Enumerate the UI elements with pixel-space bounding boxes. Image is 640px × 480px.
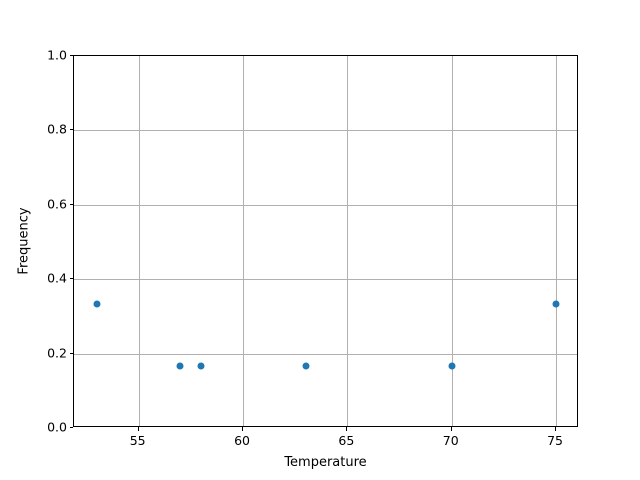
y-tick-mark (69, 352, 73, 354)
y-tick-label: 0.6 (47, 196, 67, 212)
x-tick-mark (137, 427, 139, 431)
x-tick-mark (555, 427, 557, 431)
x-tick-label: 75 (547, 433, 563, 448)
gridline-horizontal (74, 204, 577, 206)
scatter-point (448, 362, 456, 370)
scatter-point (197, 362, 205, 370)
gridline-horizontal (74, 353, 577, 355)
y-tick-mark (69, 55, 73, 56)
y-tick-label: 0.2 (47, 345, 67, 361)
y-tick-mark (69, 427, 73, 428)
gridline-vertical (138, 56, 140, 426)
x-tick-label: 60 (234, 433, 250, 448)
x-tick-mark (450, 427, 452, 431)
gridline-horizontal (74, 130, 577, 132)
y-tick-mark (69, 129, 73, 131)
scatter-point (93, 300, 101, 308)
x-tick-label: 70 (442, 433, 459, 448)
y-tick-mark (69, 203, 73, 205)
y-tick-label: 0.4 (47, 270, 67, 286)
scatter-point (552, 300, 560, 308)
x-tick-mark (242, 427, 244, 431)
gridline-vertical (556, 56, 558, 426)
gridline-vertical (347, 56, 349, 426)
gridline-vertical (451, 56, 453, 426)
x-tick-label: 65 (338, 433, 355, 448)
y-tick-label: 0.8 (47, 121, 67, 137)
gridline-horizontal (74, 279, 577, 281)
x-tick-mark (346, 427, 348, 431)
plot-axes (73, 55, 578, 427)
gridline-vertical (243, 56, 245, 426)
y-tick-label: 0.0 (47, 419, 67, 435)
y-tick-mark (69, 278, 73, 280)
x-tick-label: 55 (129, 433, 146, 448)
x-axis-label: Temperature (284, 455, 367, 470)
y-axis-label: Frequency (16, 207, 32, 275)
scatter-point (176, 362, 184, 370)
scatter-point (302, 362, 310, 370)
y-tick-label: 1.0 (47, 47, 67, 63)
